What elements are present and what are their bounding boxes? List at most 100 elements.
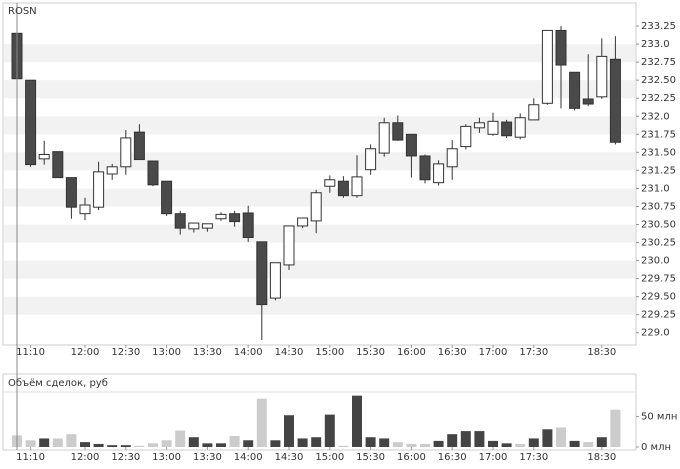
x-tick-label: 12:00 [71, 347, 100, 358]
candle-body [147, 160, 159, 186]
y-tick-label: 230.50 [641, 220, 676, 231]
grid-band [4, 224, 635, 243]
volume-bar [93, 443, 104, 447]
x-tick-label: 16:00 [397, 347, 426, 358]
volume-bar [175, 430, 186, 447]
candle-body [365, 148, 377, 171]
x-tick-label: 12:00 [71, 452, 100, 463]
candle-body [378, 122, 390, 154]
x-tick-label: 15:30 [356, 347, 385, 358]
volume-bar [406, 443, 417, 447]
grid-band [4, 152, 635, 171]
y-tick-label: 230.75 [641, 201, 676, 212]
x-tick-label: 17:30 [519, 452, 548, 463]
volume-bar [107, 445, 118, 447]
y-tick-label: 231.50 [641, 147, 676, 158]
candle-body [174, 213, 186, 229]
volume-bar [433, 440, 444, 447]
volume-bar [338, 445, 349, 447]
volume-bar [420, 443, 430, 447]
volume-bar [392, 442, 403, 447]
candle-body [310, 192, 322, 222]
candle-body [106, 166, 118, 175]
y-tick-label: 233.25 [641, 21, 676, 32]
volume-bar [324, 414, 335, 447]
candle-body [555, 29, 567, 66]
candle-body [405, 133, 417, 157]
volume-bar [610, 409, 621, 447]
volume-bar [188, 437, 199, 447]
x-tick-label: 13:30 [193, 347, 222, 358]
grid-band [4, 44, 635, 63]
candle-body [473, 122, 485, 129]
candle-body [487, 120, 499, 135]
y-tick-label: 229.25 [641, 310, 676, 321]
bands [4, 44, 635, 315]
candle-body [569, 71, 581, 109]
grid-band [4, 260, 635, 279]
candle-body [229, 213, 241, 223]
candle-body [433, 163, 445, 184]
y-tick-label: 229.50 [641, 292, 676, 303]
candle-body [419, 155, 431, 181]
volume-bar [447, 434, 458, 447]
volume-bar [202, 443, 213, 447]
volume-bar [488, 440, 498, 447]
candle-body [582, 98, 594, 105]
grid-band [4, 80, 635, 99]
volume-bar [569, 440, 580, 447]
candle-body [133, 131, 145, 161]
volume-bar [243, 440, 254, 447]
x-tick-label: 13:00 [152, 452, 181, 463]
volume-bar [379, 438, 390, 447]
volume-bar [270, 440, 281, 447]
x-tick-label: 18:30 [587, 347, 616, 358]
x-tick-label: 17:00 [479, 347, 508, 358]
volume-bar [25, 440, 36, 447]
candle-body [25, 79, 37, 166]
x-tick-label: 14:30 [275, 452, 304, 463]
volume-bar [583, 442, 594, 447]
candle-body [460, 125, 472, 148]
candle-body [297, 217, 309, 227]
x-tick-label: 17:00 [479, 452, 508, 463]
y-tick-label: 50 млн [641, 411, 677, 422]
y-tick-label: 231.25 [641, 165, 676, 176]
volume-bar [52, 438, 63, 447]
volume-bar [120, 445, 131, 447]
volume-bar [542, 429, 553, 447]
volume-bar [501, 443, 512, 447]
volume-bar [474, 431, 485, 447]
candle-body [161, 180, 173, 215]
marks [11, 26, 621, 447]
x-tick-label: 13:30 [193, 452, 222, 463]
volume-bar [148, 443, 158, 447]
x-tick-label: 11:10 [16, 347, 45, 358]
volume-bar [311, 437, 322, 447]
volume-title: Объём сделок, руб [8, 378, 108, 389]
volume-bar [229, 436, 240, 447]
volume-bar [515, 443, 526, 447]
candle-body [541, 29, 553, 104]
x-tick-label: 15:00 [315, 347, 344, 358]
candle-body [269, 262, 281, 299]
volume-bar [256, 398, 267, 447]
volume-bar [297, 438, 308, 447]
volume-bar [556, 427, 566, 447]
candle-body [215, 213, 227, 220]
x-tick-label: 15:00 [315, 452, 344, 463]
x-tick-label: 16:30 [438, 452, 467, 463]
candle-body [446, 148, 458, 168]
y-tick-label: 230.25 [641, 238, 676, 249]
candle-body [188, 222, 200, 230]
y-tick-label: 229.0 [641, 328, 670, 339]
x-tick-label: 14:30 [275, 347, 304, 358]
candle-body [337, 180, 349, 197]
candle-body [514, 117, 526, 138]
candle-body [283, 225, 295, 266]
x-tick-label: 16:30 [438, 347, 467, 358]
y-tick-label: 230.0 [641, 256, 670, 267]
candle-body [351, 176, 363, 197]
volume-bar [161, 440, 172, 447]
